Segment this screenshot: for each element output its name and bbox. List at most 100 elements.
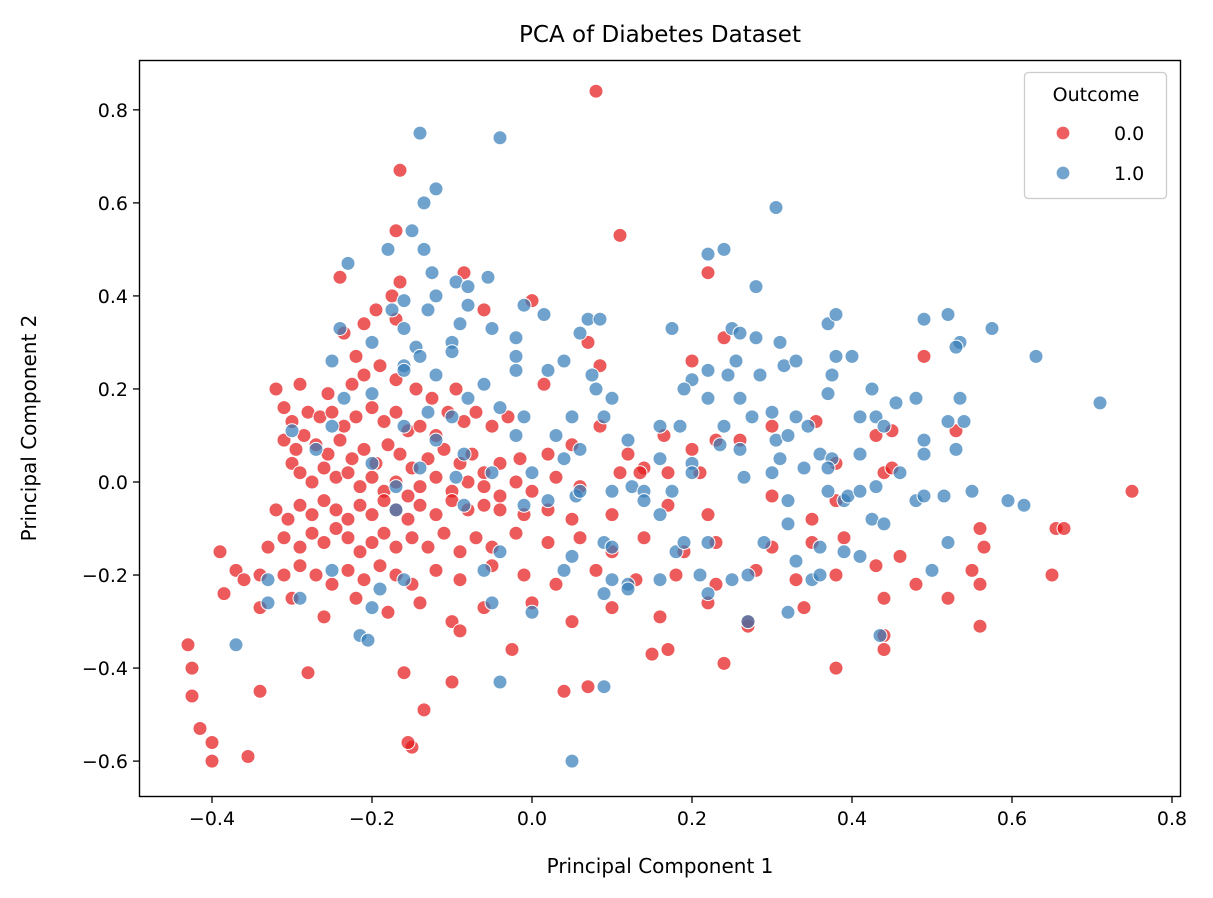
point-s1-200 — [780, 604, 796, 620]
point-s0-56 — [344, 451, 360, 467]
point-s1-47 — [444, 344, 460, 360]
x-tick-label-1: −0.2 — [349, 808, 395, 830]
point-s1-208 — [564, 753, 580, 769]
point-s1-64 — [508, 362, 524, 378]
point-s0-36 — [324, 404, 340, 420]
point-s0-89 — [352, 479, 368, 495]
point-s0-218 — [972, 576, 988, 592]
point-s1-84 — [396, 362, 412, 378]
point-s0-99 — [492, 488, 508, 504]
point-s1-172 — [780, 516, 796, 532]
point-s1-83 — [364, 386, 380, 402]
point-s0-48 — [484, 418, 500, 434]
point-s0-181 — [372, 558, 388, 574]
point-s1-148 — [456, 497, 472, 513]
point-s0-93 — [400, 488, 416, 504]
point-s1-206 — [492, 674, 508, 690]
point-s0-150 — [404, 530, 420, 546]
point-s1-134 — [684, 465, 700, 481]
point-s1-69 — [676, 381, 692, 397]
point-s1-204 — [740, 614, 756, 630]
point-s0-188 — [548, 576, 564, 592]
point-s1-5 — [404, 223, 420, 239]
point-s1-143 — [936, 488, 952, 504]
point-s1-13 — [460, 279, 476, 295]
point-s1-192 — [260, 595, 276, 611]
point-s0-196 — [868, 558, 884, 574]
point-s0-225 — [240, 749, 256, 764]
point-s0-177 — [308, 567, 324, 583]
legend-label-0: 0.0 — [1114, 123, 1144, 145]
point-s0-171 — [212, 544, 228, 560]
point-s1-123 — [308, 441, 324, 457]
point-s1-101 — [940, 414, 956, 429]
point-s1-18 — [516, 297, 532, 313]
point-s0-136 — [700, 507, 716, 523]
point-s0-217 — [940, 590, 956, 606]
point-s0-189 — [588, 562, 604, 578]
point-s1-164 — [476, 562, 492, 578]
y-tick-label-6: 0.6 — [98, 193, 128, 215]
point-s0-154 — [468, 530, 484, 546]
point-s1-199 — [700, 586, 716, 602]
point-s0-125 — [412, 497, 428, 513]
point-s1-72 — [744, 409, 760, 425]
point-s0-204 — [348, 590, 364, 606]
point-s0-113 — [268, 502, 284, 518]
point-s0-101 — [524, 483, 540, 499]
point-s1-87 — [460, 390, 476, 406]
x-axis-label: Principal Component 1 — [547, 854, 774, 878]
point-s0-185 — [452, 572, 468, 588]
point-s0-216 — [876, 590, 892, 606]
point-s1-91 — [596, 409, 612, 425]
point-s0-179 — [340, 562, 356, 578]
point-s1-89 — [516, 409, 532, 425]
point-s0-220 — [184, 660, 200, 676]
legend-marker-0 — [1055, 125, 1071, 141]
point-s0-10 — [476, 302, 492, 318]
point-s1-114 — [712, 437, 728, 453]
point-s0-51 — [288, 441, 304, 457]
point-s1-73 — [764, 404, 780, 420]
y-tick-label-0: −0.6 — [82, 751, 128, 773]
point-s1-63 — [476, 376, 492, 392]
point-s1-76 — [824, 367, 840, 383]
point-s0-239 — [716, 655, 732, 671]
point-s0-170 — [1056, 521, 1072, 536]
point-s0-41 — [388, 404, 404, 420]
x-tick-label-6: 0.8 — [1157, 808, 1187, 830]
point-s1-183 — [604, 572, 620, 588]
point-s1-112 — [652, 451, 668, 467]
point-s0-199 — [1044, 567, 1060, 583]
point-s0-149 — [388, 539, 404, 555]
point-s0-88 — [340, 465, 356, 481]
point-s0-173 — [236, 572, 252, 588]
point-s0-31 — [916, 348, 932, 364]
point-s0-90 — [364, 469, 380, 485]
point-s0-226 — [252, 683, 268, 699]
point-s0-165 — [836, 530, 852, 546]
point-s0-120 — [352, 497, 368, 513]
point-s0-86 — [316, 460, 332, 476]
point-s1-189 — [788, 553, 804, 569]
point-s0-227 — [300, 665, 316, 681]
point-s1-39 — [948, 339, 964, 355]
point-s1-122 — [948, 441, 964, 457]
point-s0-134 — [604, 507, 620, 523]
point-s1-11 — [424, 265, 440, 281]
point-s1-94 — [716, 418, 732, 434]
point-s1-53 — [728, 353, 744, 369]
point-s1-139 — [868, 479, 884, 495]
y-tick-label-5: 0.4 — [98, 286, 128, 308]
point-s1-23 — [452, 316, 468, 332]
point-s1-33 — [772, 334, 788, 350]
point-s0-211 — [604, 600, 620, 616]
point-s1-171 — [756, 535, 772, 550]
point-s1-52 — [720, 367, 736, 383]
point-s1-163 — [492, 544, 508, 560]
point-s0-122 — [376, 493, 392, 509]
point-s1-187 — [724, 572, 740, 588]
x-axis-ticks: −0.4 −0.2 0.0 0.2 0.4 0.6 0.8 — [189, 796, 1187, 830]
points-layer — [180, 83, 1140, 769]
x-tick-label-2: 0.0 — [517, 808, 547, 830]
